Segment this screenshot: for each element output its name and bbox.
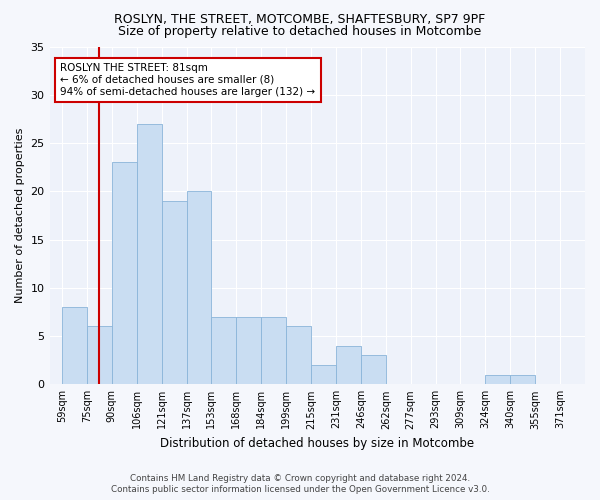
Bar (187, 192, 211, 384)
Text: Contains HM Land Registry data © Crown copyright and database right 2024.
Contai: Contains HM Land Registry data © Crown c… (110, 474, 490, 494)
Text: ROSLYN THE STREET: 81sqm
← 6% of detached houses are smaller (8)
94% of semi-det: ROSLYN THE STREET: 81sqm ← 6% of detache… (60, 64, 316, 96)
Bar (236, 316, 261, 384)
Bar (286, 326, 311, 384)
Bar (361, 356, 386, 384)
Bar (161, 201, 187, 384)
Bar (112, 162, 137, 384)
Bar (485, 374, 510, 384)
Bar (510, 374, 535, 384)
Y-axis label: Number of detached properties: Number of detached properties (15, 128, 25, 303)
X-axis label: Distribution of detached houses by size in Motcombe: Distribution of detached houses by size … (160, 437, 475, 450)
Bar (261, 316, 286, 384)
Bar (311, 365, 336, 384)
Bar (137, 124, 161, 384)
Bar (87, 326, 112, 384)
Bar (62, 307, 87, 384)
Bar (336, 346, 361, 385)
Bar (211, 316, 236, 384)
Text: Size of property relative to detached houses in Motcombe: Size of property relative to detached ho… (118, 25, 482, 38)
Text: ROSLYN, THE STREET, MOTCOMBE, SHAFTESBURY, SP7 9PF: ROSLYN, THE STREET, MOTCOMBE, SHAFTESBUR… (115, 12, 485, 26)
